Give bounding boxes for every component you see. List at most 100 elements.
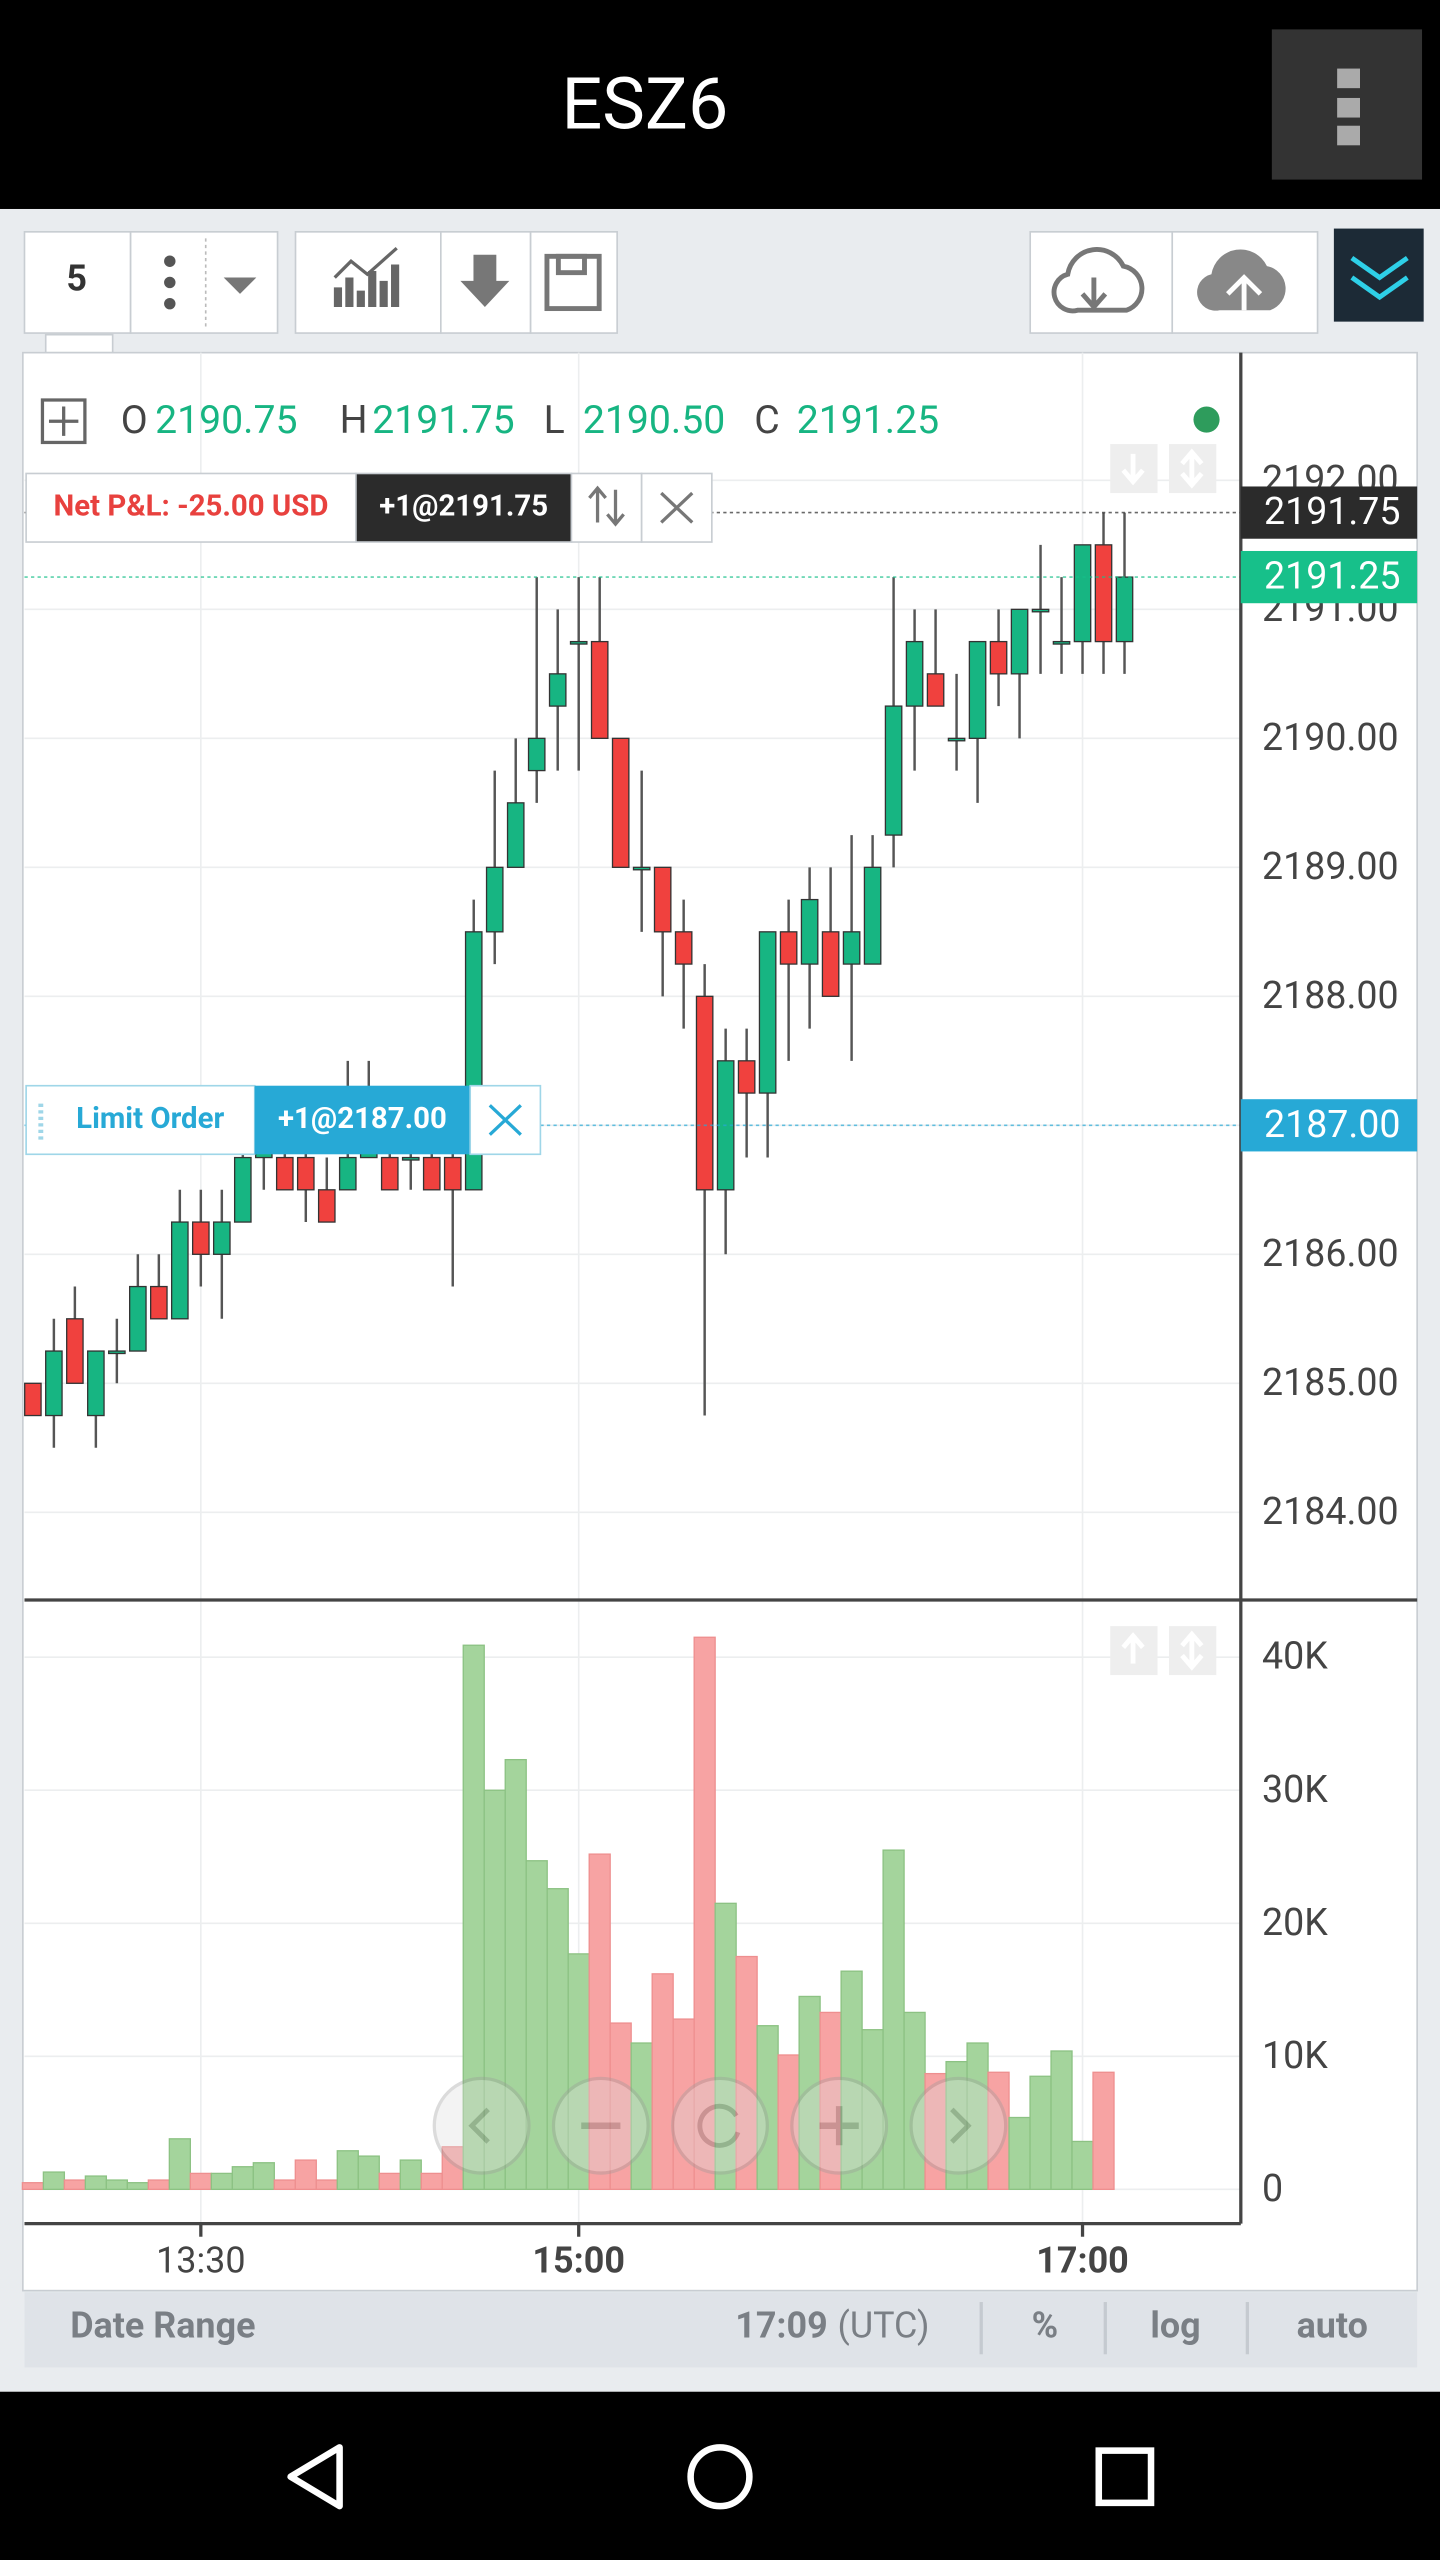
auto-toggle[interactable]: auto (1297, 2305, 1368, 2347)
candle-body (674, 931, 693, 965)
price-badge-label: 2187.00 (1264, 1103, 1401, 1147)
price-scale-buttons[interactable] (1110, 444, 1217, 494)
close-position-button[interactable] (640, 472, 713, 543)
y-tick-label: 2184.00 (1262, 1490, 1399, 1534)
candle-body (989, 640, 1008, 675)
candle-body (45, 1350, 63, 1417)
volume-scale-buttons[interactable] (1110, 1626, 1217, 1676)
y-tick-label: 30K (1262, 1768, 1328, 1812)
candle-body (380, 1156, 399, 1191)
volume-bar (63, 2179, 87, 2191)
candle-body (569, 640, 588, 645)
volume-bar (147, 2179, 170, 2191)
collapse-button[interactable] (1333, 228, 1424, 322)
log-toggle[interactable]: log (1150, 2305, 1200, 2347)
indicators-button[interactable] (294, 231, 442, 334)
candle-body (548, 673, 567, 707)
candle-body (1073, 544, 1092, 643)
cloud-download-button[interactable] (1029, 231, 1174, 334)
crosshair-toggle[interactable] (40, 398, 87, 445)
candle-body (779, 931, 798, 965)
ohlc-value: 2190.50 (583, 397, 725, 443)
y-tick-label: 2188.00 (1262, 974, 1399, 1018)
volume-bar (168, 2138, 191, 2191)
date-range-button[interactable]: Date Range (70, 2305, 255, 2347)
candle-body (1094, 544, 1113, 643)
limit-price-box[interactable]: +1@2187.00 (254, 1085, 471, 1155)
volume-bar (315, 2179, 338, 2191)
candle-body (191, 1221, 210, 1255)
volume-bar (126, 2182, 150, 2191)
volume-bar (1092, 2071, 1115, 2191)
candle-body (422, 1156, 441, 1191)
nav-recents[interactable] (1095, 2447, 1155, 2507)
volume-bar (21, 2182, 45, 2191)
candle-body (800, 898, 819, 965)
candle-body (338, 1156, 357, 1191)
volume-bar (1008, 2116, 1031, 2191)
candle-body (1052, 640, 1071, 645)
candle-body (485, 866, 504, 933)
price-badge (1240, 1099, 1418, 1152)
y-tick-label: 10K (1262, 2034, 1328, 2078)
menu-button[interactable] (1271, 29, 1423, 180)
ohlc-value: 2190.75 (155, 397, 297, 443)
app-bar (0, 0, 1440, 209)
cloud-upload-button[interactable] (1171, 231, 1319, 334)
nav-bar (0, 2391, 1440, 2560)
ohlc-value: 2191.75 (372, 397, 514, 443)
candle-body (821, 931, 840, 997)
cancel-order-button[interactable] (469, 1084, 542, 1156)
download-button[interactable] (440, 231, 532, 334)
candle-body (317, 1189, 336, 1223)
volume-bar (42, 2171, 66, 2191)
candle-body (66, 1318, 84, 1384)
volume-bar (1029, 2075, 1052, 2191)
zoom-controls[interactable] (432, 2076, 1008, 2175)
volume-bar (651, 1973, 674, 2191)
y-tick-label: 20K (1262, 1901, 1328, 1945)
plot (21, 352, 1241, 2237)
y-tick-label: 2186.00 (1262, 1232, 1399, 1276)
volume-bar (105, 2179, 129, 2191)
volume-bar (252, 2162, 275, 2191)
volume-bar (588, 1853, 611, 2191)
volume-bar (420, 2172, 443, 2191)
save-button[interactable] (529, 231, 618, 334)
limit-price-label: +1@2187.00 (278, 1102, 447, 1136)
y-tick-label: 40K (1262, 1635, 1328, 1679)
candle-body (884, 705, 903, 836)
y-tick-label: 2185.00 (1262, 1361, 1399, 1405)
candle-body (24, 1382, 42, 1417)
x-tick-label: 15:00 (532, 2239, 625, 2281)
volume-bar (273, 2179, 296, 2191)
volume-bar (294, 2159, 317, 2191)
nav-home[interactable] (687, 2444, 753, 2510)
reverse-button[interactable] (570, 472, 643, 543)
percent-toggle[interactable]: % (1032, 2305, 1059, 2347)
candle-body (443, 1156, 462, 1191)
candle-body (401, 1156, 420, 1161)
candle-body (695, 995, 714, 1191)
interval-button[interactable]: 5 (23, 231, 132, 334)
tab-handle[interactable] (44, 333, 114, 354)
price-badge-label: 2191.75 (1264, 490, 1401, 534)
candle-body (87, 1350, 105, 1417)
ohlc-label: H (340, 397, 368, 443)
status-dot (1193, 406, 1220, 433)
volume-bar (378, 2172, 401, 2191)
candle-body (632, 866, 651, 871)
pnl-box[interactable]: Net P&L: -25.00 USD (25, 472, 357, 543)
x-tick-label: 17:00 (1036, 2239, 1129, 2281)
overlay: Net P&L: -25.00 USD +1@2191.75 Limit Ord… (25, 397, 1418, 2175)
interval-options[interactable] (129, 231, 279, 334)
volume-bar (84, 2175, 108, 2191)
limit-order-label: Limit Order (76, 1102, 224, 1136)
candle-body (1010, 608, 1029, 675)
position-box[interactable]: +1@2191.75 (355, 472, 573, 543)
limit-order-box[interactable]: Limit Order (25, 1084, 256, 1156)
candle-body (590, 640, 609, 739)
nav-back[interactable] (287, 2444, 343, 2510)
candle-body (296, 1156, 315, 1191)
